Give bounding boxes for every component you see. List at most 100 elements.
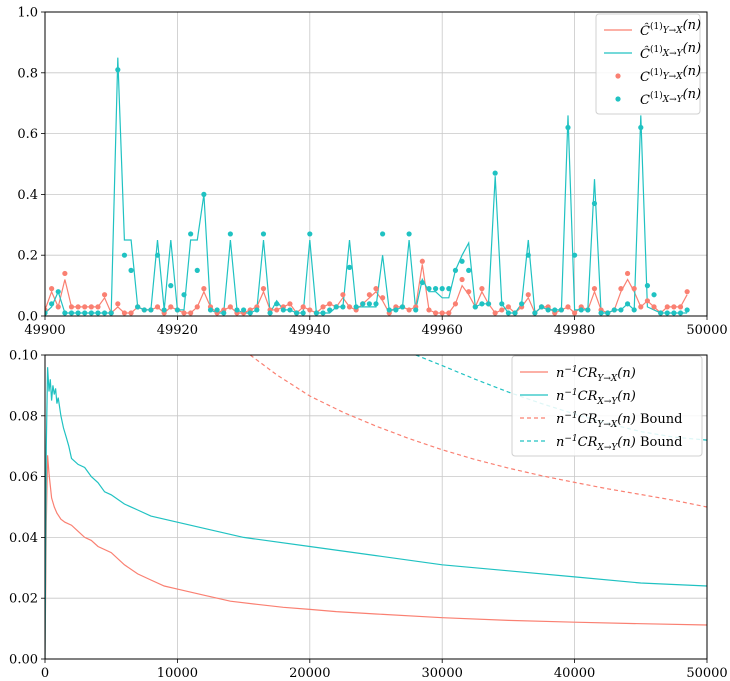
data-point	[188, 231, 194, 237]
data-point	[664, 310, 670, 316]
data-point	[684, 289, 690, 295]
series-line	[45, 264, 688, 315]
y-tick-label: 0.06	[9, 470, 38, 485]
data-point	[260, 231, 267, 237]
x-tick-label: 49940	[289, 323, 330, 338]
legend-label-part: (1)	[650, 21, 663, 32]
legend-label-part: −1	[564, 365, 577, 375]
legend-label-part: −1	[564, 388, 577, 398]
data-point	[181, 310, 187, 316]
legend-label-part: X→Y	[596, 443, 618, 453]
data-point	[671, 310, 677, 316]
data-point	[128, 267, 134, 273]
data-point	[128, 310, 134, 316]
legend-label: n−1CRX→Y(n) Bound	[556, 434, 682, 453]
data-point	[135, 304, 141, 310]
data-point	[393, 307, 399, 313]
data-point	[161, 307, 167, 313]
data-point	[101, 310, 108, 316]
data-point	[386, 307, 392, 313]
y-tick-label: 0.4	[17, 188, 38, 203]
legend-label-part: −1	[564, 434, 577, 444]
data-point	[419, 279, 425, 286]
data-point	[432, 310, 439, 316]
data-point	[115, 67, 121, 73]
series-line	[249, 355, 707, 508]
data-point	[664, 304, 670, 310]
data-point	[591, 200, 598, 207]
bottom-chart-panel: 0 10000 20000 30000 40000 50000 0.00 0.02 0.04 0.…	[9, 349, 728, 681]
legend-box	[595, 13, 701, 115]
axes-frame	[44, 354, 708, 660]
data-point	[320, 310, 326, 316]
data-point	[439, 310, 445, 316]
legend-label-part: Ĉ	[640, 22, 650, 39]
legend-label-part: CR	[578, 366, 598, 381]
data-point	[426, 286, 432, 292]
series-line	[45, 455, 707, 659]
legend-label-part: (n)	[683, 87, 702, 102]
data-point	[505, 310, 511, 316]
legend-label-part: CR	[578, 389, 598, 404]
data-point	[88, 310, 94, 316]
data-point	[260, 286, 267, 292]
data-point	[366, 301, 372, 307]
x-tick-label: 30000	[422, 666, 463, 681]
data-point	[353, 304, 359, 310]
data-point	[651, 304, 657, 310]
data-point	[174, 307, 180, 313]
data-point	[485, 301, 492, 307]
data-point	[399, 304, 406, 310]
legend-label-part: n	[556, 412, 564, 427]
legend-label-part: Ĉ	[640, 45, 650, 62]
data-point	[631, 307, 637, 313]
data-point	[565, 124, 571, 131]
data-point	[274, 301, 280, 307]
legend-label: Ĉ(1)Y→X(n)	[640, 18, 701, 39]
x-tick-label: 20000	[289, 666, 330, 681]
x-tick-label: 49920	[157, 323, 198, 338]
data-point	[154, 252, 161, 258]
data-point	[446, 310, 452, 316]
y-tick-label: 0.10	[9, 349, 38, 364]
data-point	[452, 301, 459, 307]
data-point	[346, 304, 353, 310]
data-point	[95, 310, 101, 316]
data-point	[75, 304, 81, 310]
data-point	[624, 301, 631, 307]
data-point	[188, 310, 194, 316]
data-point	[267, 310, 273, 316]
data-point	[492, 310, 498, 316]
x-tick-label: 10000	[157, 666, 198, 681]
legend-label-part: C	[640, 70, 650, 85]
data-point	[307, 307, 313, 313]
legend-label-part: Bound	[636, 412, 683, 427]
legend-label-part: Y→X	[597, 374, 617, 384]
legend-label-part: X→Y	[662, 49, 684, 59]
x-tick-label: 40000	[554, 666, 595, 681]
data-point	[572, 310, 578, 316]
data-point	[154, 304, 161, 310]
data-point	[254, 307, 260, 313]
data-point	[274, 307, 280, 313]
data-point	[141, 307, 147, 313]
legend-label-part: X→Y	[662, 95, 684, 105]
data-point	[677, 304, 684, 310]
series-line	[45, 57, 688, 316]
data-point	[519, 301, 525, 307]
legend-label-part: (1)	[650, 90, 663, 101]
data-point	[644, 283, 651, 289]
legend-label: n−1CRY→X(n)	[556, 365, 636, 384]
y-tick-label: 0.0	[17, 310, 38, 325]
data-point	[624, 270, 631, 277]
data-point	[340, 304, 346, 310]
data-point	[194, 304, 200, 310]
data-point	[307, 231, 313, 237]
data-point	[479, 286, 485, 292]
y-tick-label: 0.00	[9, 653, 38, 668]
legend-label-part: Bound	[636, 435, 683, 450]
data-point	[499, 301, 505, 307]
legend-label-part: (n)	[617, 366, 636, 381]
data-point	[221, 310, 227, 316]
data-point	[373, 286, 379, 292]
